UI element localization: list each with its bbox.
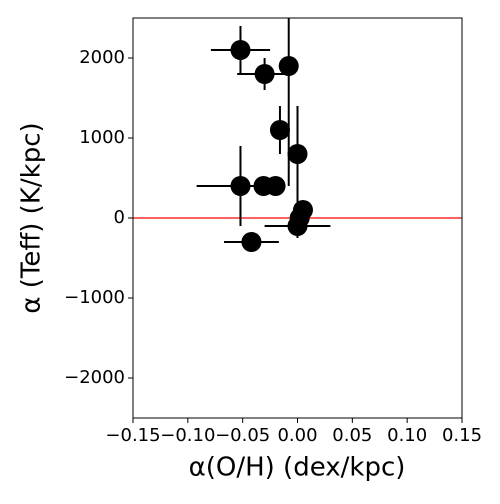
x-tick-label: 0.10 — [387, 425, 427, 446]
x-tick-label: 0.05 — [332, 425, 372, 446]
y-tick-label: −1000 — [64, 287, 125, 308]
point — [265, 176, 286, 196]
y-tick-label: 1000 — [79, 127, 125, 148]
point — [278, 56, 299, 76]
x-tick-label: 0.00 — [277, 425, 317, 446]
x-tick-label: −0.10 — [160, 425, 215, 446]
y-tick-label: 2000 — [79, 47, 125, 68]
y-tick-label: −2000 — [64, 367, 125, 388]
point — [254, 64, 275, 84]
point — [287, 144, 308, 164]
x-tick-label: −0.15 — [105, 425, 160, 446]
point — [241, 232, 262, 252]
x-axis-label: α(O/H) (dex/kpc) — [189, 453, 406, 483]
y-tick-label: 0 — [114, 207, 125, 228]
point — [230, 176, 251, 196]
point — [287, 216, 308, 236]
point — [269, 120, 290, 140]
y-axis-label: α (Teff) (K/kpc) — [17, 122, 47, 313]
plot-frame — [132, 17, 463, 419]
x-tick-label: 0.15 — [442, 425, 482, 446]
x-tick-label: −0.05 — [215, 425, 270, 446]
point — [230, 40, 251, 60]
